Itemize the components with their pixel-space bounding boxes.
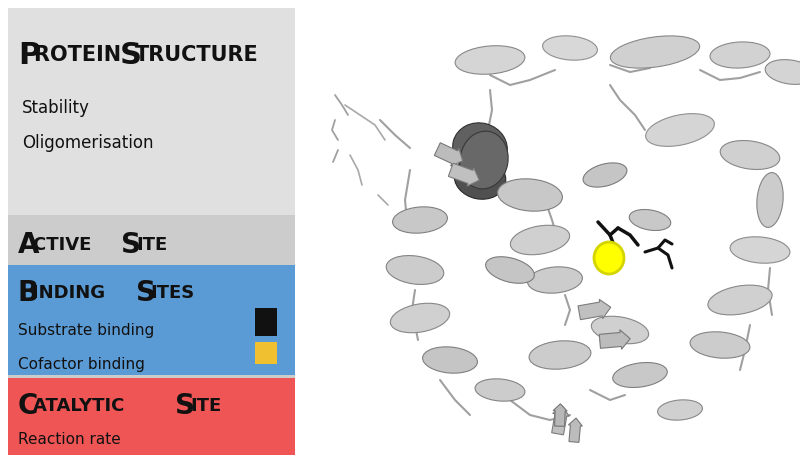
Ellipse shape <box>498 179 562 211</box>
Text: P: P <box>18 40 40 69</box>
Bar <box>8 8 295 455</box>
Ellipse shape <box>583 163 627 187</box>
Ellipse shape <box>486 257 534 283</box>
Bar <box>255 308 277 336</box>
Text: S: S <box>175 392 195 420</box>
Ellipse shape <box>594 242 624 274</box>
Bar <box>8 215 295 455</box>
Text: S: S <box>121 231 141 259</box>
Ellipse shape <box>422 347 478 373</box>
Ellipse shape <box>529 341 591 369</box>
Text: Oligomerisation: Oligomerisation <box>22 134 154 152</box>
Ellipse shape <box>460 131 508 189</box>
Ellipse shape <box>390 303 450 333</box>
Ellipse shape <box>453 123 507 173</box>
Ellipse shape <box>393 207 447 233</box>
Ellipse shape <box>510 225 570 255</box>
Ellipse shape <box>720 141 780 169</box>
FancyArrow shape <box>553 404 567 426</box>
FancyArrow shape <box>552 406 569 435</box>
Text: S: S <box>136 279 156 307</box>
Text: ITE: ITE <box>136 236 167 254</box>
Text: INDING: INDING <box>32 284 118 302</box>
Text: Reaction rate: Reaction rate <box>18 432 121 448</box>
Ellipse shape <box>658 400 702 420</box>
Text: Cofactor binding: Cofactor binding <box>18 357 145 373</box>
FancyArrow shape <box>599 330 630 349</box>
Bar <box>8 265 295 375</box>
Ellipse shape <box>690 332 750 358</box>
Text: ROTEIN: ROTEIN <box>34 45 136 65</box>
Bar <box>255 342 277 364</box>
Text: B: B <box>18 279 39 307</box>
Ellipse shape <box>591 316 649 344</box>
Ellipse shape <box>646 113 714 146</box>
Ellipse shape <box>475 379 525 401</box>
Ellipse shape <box>610 36 700 68</box>
Text: Substrate binding: Substrate binding <box>18 323 154 338</box>
FancyArrow shape <box>434 143 462 166</box>
Ellipse shape <box>630 209 670 231</box>
Ellipse shape <box>730 237 790 263</box>
Text: CTIVE: CTIVE <box>33 236 104 254</box>
Ellipse shape <box>708 285 772 315</box>
FancyArrow shape <box>569 418 582 442</box>
Ellipse shape <box>527 267 582 293</box>
Text: TRUCTURE: TRUCTURE <box>135 45 258 65</box>
Text: ITES: ITES <box>150 284 194 302</box>
Text: S: S <box>120 40 142 69</box>
FancyArrow shape <box>578 299 610 319</box>
Ellipse shape <box>765 60 800 84</box>
Text: A: A <box>18 231 39 259</box>
Ellipse shape <box>386 256 444 284</box>
Bar <box>8 378 295 455</box>
Text: ITE: ITE <box>190 397 222 415</box>
Ellipse shape <box>613 363 667 388</box>
Text: ATALYTIC: ATALYTIC <box>33 397 137 415</box>
Ellipse shape <box>710 42 770 68</box>
Text: C: C <box>18 392 38 420</box>
Ellipse shape <box>454 157 506 199</box>
Text: Stability: Stability <box>22 99 90 117</box>
Ellipse shape <box>542 36 598 60</box>
FancyArrow shape <box>448 163 479 186</box>
Ellipse shape <box>455 46 525 74</box>
Ellipse shape <box>757 173 783 227</box>
